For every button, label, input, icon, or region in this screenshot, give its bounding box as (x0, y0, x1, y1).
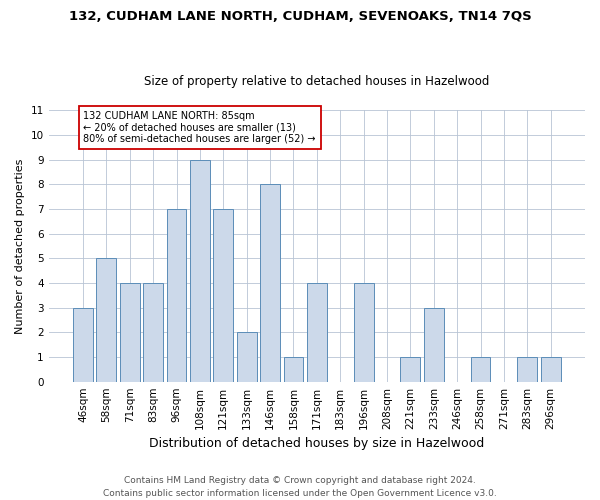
Y-axis label: Number of detached properties: Number of detached properties (15, 158, 25, 334)
Bar (120, 283, 140, 382)
Bar (541, 357, 560, 382)
Bar (400, 357, 421, 382)
Bar (237, 332, 257, 382)
Bar (284, 357, 304, 382)
Bar (143, 283, 163, 382)
Bar (167, 209, 187, 382)
Bar (73, 308, 93, 382)
Bar (307, 283, 327, 382)
Bar (470, 357, 490, 382)
Text: 132, CUDHAM LANE NORTH, CUDHAM, SEVENOAKS, TN14 7QS: 132, CUDHAM LANE NORTH, CUDHAM, SEVENOAK… (68, 10, 532, 23)
X-axis label: Distribution of detached houses by size in Hazelwood: Distribution of detached houses by size … (149, 437, 484, 450)
Bar (260, 184, 280, 382)
Bar (97, 258, 116, 382)
Bar (353, 283, 374, 382)
Bar (214, 209, 233, 382)
Text: 132 CUDHAM LANE NORTH: 85sqm
← 20% of detached houses are smaller (13)
80% of se: 132 CUDHAM LANE NORTH: 85sqm ← 20% of de… (83, 111, 316, 144)
Bar (190, 160, 210, 382)
Bar (424, 308, 443, 382)
Text: Contains HM Land Registry data © Crown copyright and database right 2024.
Contai: Contains HM Land Registry data © Crown c… (103, 476, 497, 498)
Bar (517, 357, 537, 382)
Title: Size of property relative to detached houses in Hazelwood: Size of property relative to detached ho… (144, 76, 490, 88)
